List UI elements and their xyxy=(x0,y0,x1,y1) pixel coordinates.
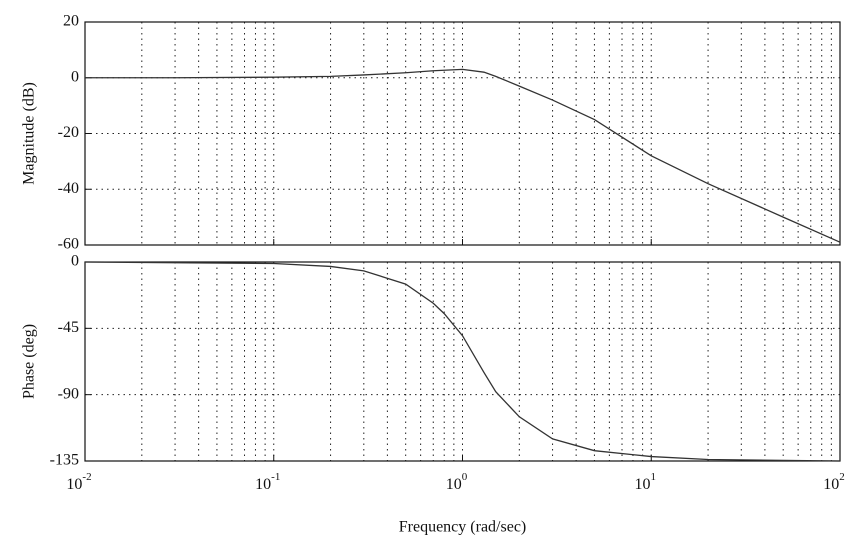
x-tick-label: 101 xyxy=(635,471,657,493)
x-tick-exponent: 1 xyxy=(651,471,657,483)
y-tick-label: -90 xyxy=(58,385,79,402)
x-tick-base: 10 xyxy=(446,476,462,493)
y-tick-label: -45 xyxy=(58,319,79,336)
plot-frame xyxy=(84,261,841,462)
x-tick-exponent: 0 xyxy=(462,471,468,483)
x-tick-label: 10-2 xyxy=(66,471,91,493)
plot-frame xyxy=(84,21,841,246)
x-tick-exponent: -1 xyxy=(271,471,280,483)
y-tick-label: -20 xyxy=(58,124,79,141)
x-tick-base: 10 xyxy=(823,476,839,493)
y-axis-label: Magnitude (dB) xyxy=(21,82,38,185)
x-tick-exponent: -2 xyxy=(82,471,91,483)
y-tick-label: -60 xyxy=(58,236,79,253)
y-tick-label: -135 xyxy=(50,452,79,469)
x-tick-label: 10-1 xyxy=(255,471,280,493)
x-tick-label: 102 xyxy=(823,471,845,493)
y-tick-label: 20 xyxy=(63,13,79,30)
y-axis-label: Phase (deg) xyxy=(21,324,38,399)
x-tick-base: 10 xyxy=(66,476,82,493)
x-tick-base: 10 xyxy=(635,476,651,493)
y-tick-label: 0 xyxy=(71,68,79,85)
data-line xyxy=(84,261,841,462)
y-tick-label: -40 xyxy=(58,180,79,197)
x-tick-label: 100 xyxy=(446,471,468,493)
x-tick-base: 10 xyxy=(255,476,271,493)
x-axis-label: Frequency (rad/sec) xyxy=(399,519,527,536)
data-line xyxy=(85,68,841,243)
x-tick-exponent: 2 xyxy=(839,471,845,483)
y-tick-label: 0 xyxy=(71,253,79,270)
